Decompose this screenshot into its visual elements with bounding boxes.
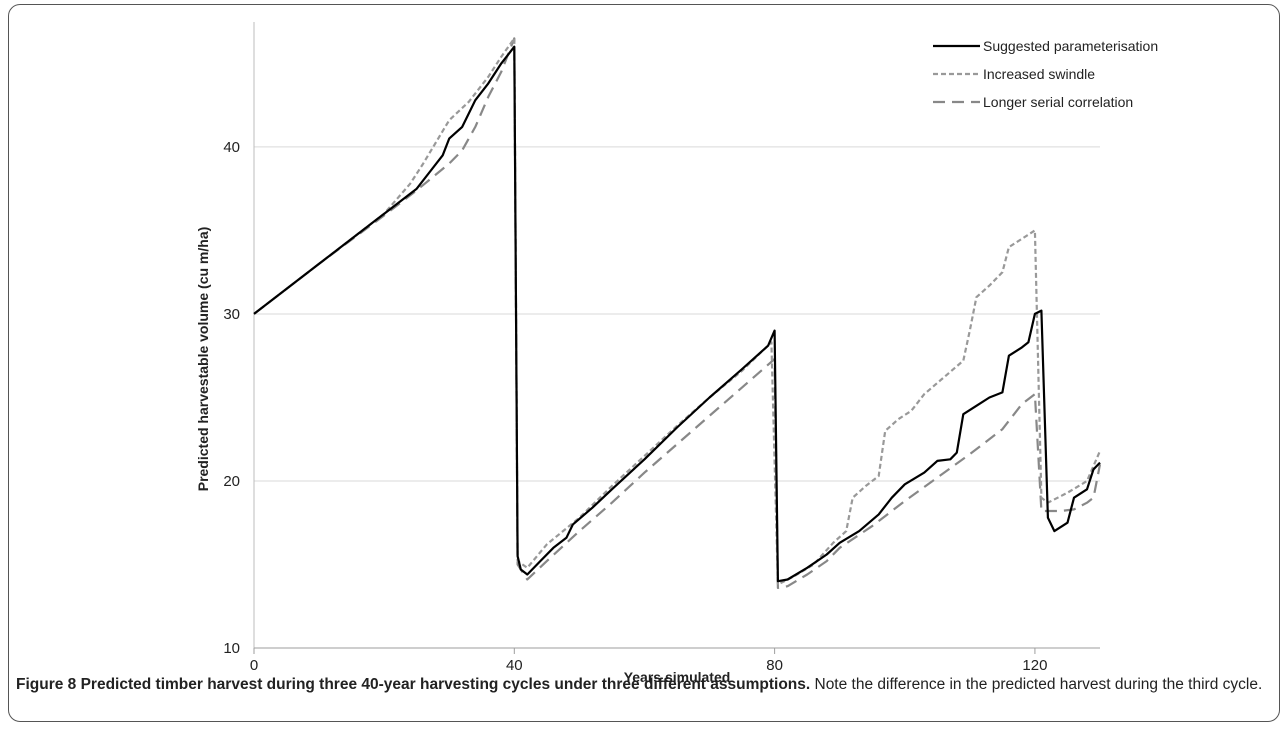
x-tick-label: 40 [506,657,523,674]
x-axis-label: Years simulated [624,669,731,685]
grid-lines [254,146,1100,482]
caption-bold: Figure 8 Predicted timber harvest during… [16,676,811,693]
caption-text: Note the difference in the predicted har… [810,676,1263,693]
y-tick-label: 10 [223,640,240,657]
y-axis-label: Predicted harvestable volume (cu m/ha) [195,227,211,492]
axes [253,22,1100,654]
series-line-2 [253,37,1102,586]
series-layer [253,37,1102,589]
y-tick-label: 20 [223,473,240,490]
tick-labels: 10 20 30 40 0 40 80 120 [223,139,1047,674]
legend-label-2: Increased swindle [983,66,1095,82]
legend-label-3: Longer serial correlation [983,94,1133,110]
x-tick-label: 120 [1022,657,1047,674]
legend-label-1: Suggested parameterisation [983,38,1158,54]
figure-caption: Figure 8 Predicted timber harvest during… [16,674,1266,695]
y-tick-label: 30 [223,306,240,323]
series-line-1 [253,45,1101,583]
x-tick-label: 80 [766,657,783,674]
y-tick-label: 40 [223,139,240,156]
legend: Suggested parameterisation Increased swin… [933,38,1158,110]
x-tick-label: 0 [250,657,258,674]
series-line-3 [253,37,1102,589]
figure-frame [8,4,1280,722]
